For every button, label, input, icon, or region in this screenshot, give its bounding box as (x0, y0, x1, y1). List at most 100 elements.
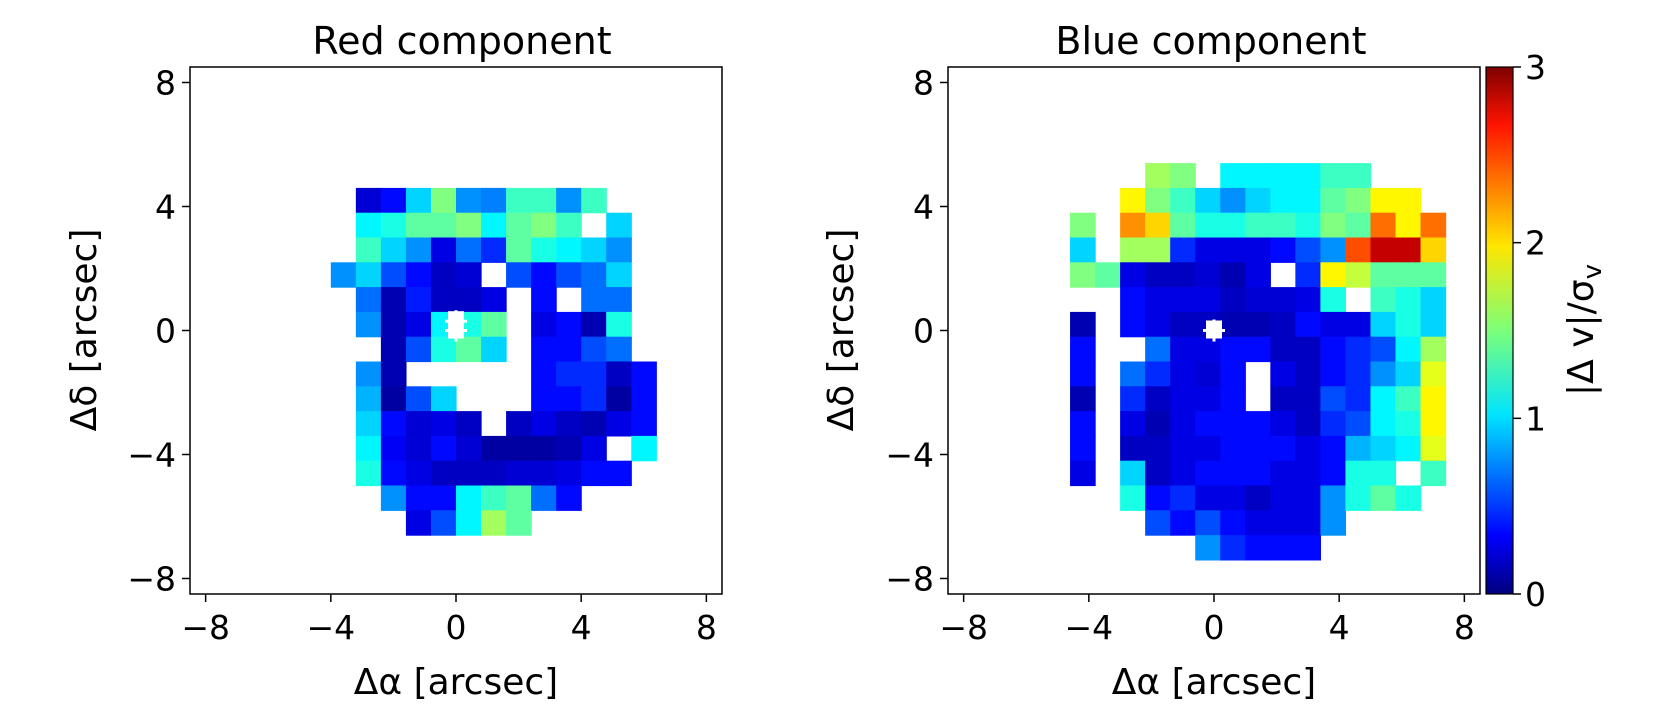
heatmap-cell (1220, 361, 1246, 387)
heatmap-cell (1145, 287, 1171, 313)
heatmap-cell (1145, 237, 1171, 263)
heatmap-cell (1370, 435, 1397, 462)
heatmap-cell (355, 287, 382, 313)
heatmap-cell (1420, 411, 1447, 437)
heatmap-cell (581, 237, 607, 263)
y-tick-label: 8 (913, 64, 934, 103)
heatmap-cell (481, 212, 507, 239)
heatmap-cell (506, 187, 532, 214)
heatmap-cell (1370, 212, 1397, 239)
colorbar-label: |Δ v|/σv (1561, 264, 1608, 396)
heatmap-cell (506, 212, 532, 239)
colorbar-label-main: |Δ v|/σ (1561, 279, 1602, 396)
heatmap-cell (1320, 262, 1347, 288)
heatmap-cell (380, 485, 407, 511)
heatmap-cell (481, 435, 507, 462)
heatmap-cell (1170, 361, 1196, 387)
heatmap-cell (1245, 163, 1271, 189)
heatmap-cell (556, 336, 582, 363)
heatmap-cell (1270, 435, 1296, 462)
heatmap-cell (1345, 336, 1372, 363)
heatmap-cell (531, 361, 557, 387)
heatmap-cell (1170, 237, 1196, 263)
heatmap-cell (1245, 187, 1271, 214)
heatmap-cell (430, 460, 457, 487)
heatmap-cell (1270, 510, 1296, 536)
heatmap-cell (1395, 212, 1422, 239)
heatmap-cell (1320, 435, 1347, 462)
heatmap-cell (581, 336, 607, 363)
heatmap-cell (581, 187, 607, 214)
heatmap-cell (1345, 212, 1372, 239)
heatmap-cell (481, 287, 507, 313)
heatmap-cell (456, 460, 482, 487)
colorbar-gradient (1485, 66, 1514, 595)
heatmap-cell (1420, 361, 1447, 387)
heatmap-cell (355, 361, 382, 387)
heatmap-cell (1070, 386, 1096, 412)
heatmap-cell (1170, 435, 1196, 462)
heatmap-cell (1270, 287, 1296, 313)
heatmap-cell (1270, 212, 1296, 239)
heatmap-cell (506, 262, 532, 288)
y-axis-ticks: 8 4 0 −4 −8 (885, 64, 948, 599)
heatmap-cell (1245, 311, 1271, 338)
colorbar-ticks: 0 1 2 3 (1513, 48, 1546, 614)
heatmap-cell (1345, 411, 1372, 437)
panel-blue-component: Blue component −8 −4 0 4 8 8 4 0 −4 −8 Δα [arcse… (821, 19, 1481, 703)
heatmap-cell (1195, 510, 1221, 536)
heatmap-cell (1420, 336, 1447, 363)
heatmap-cell (1120, 287, 1146, 313)
heatmap-cell (1220, 212, 1246, 239)
heatmap-cell (1145, 386, 1171, 412)
marker-layer (1203, 319, 1225, 342)
heatmap-cell (606, 336, 632, 363)
heatmap-cell (430, 287, 457, 313)
heatmap-cell (1420, 287, 1447, 313)
heatmap-cell (606, 311, 632, 338)
heatmap-cell (456, 435, 482, 462)
heatmap-cell (556, 187, 582, 214)
heatmap-cell (430, 262, 457, 288)
heatmap-cell (1270, 485, 1296, 511)
heatmap-cell (1170, 510, 1196, 536)
heatmap-cell (556, 411, 582, 437)
heatmap-cell (1370, 411, 1397, 437)
heatmap-cell (1395, 187, 1422, 214)
heatmap-cell (531, 435, 557, 462)
heatmap-cell (1345, 237, 1372, 263)
heatmap-cell (430, 187, 457, 214)
heatmap-cell (1070, 361, 1096, 387)
heatmap-cell (531, 460, 557, 487)
heatmap-cell (531, 485, 557, 511)
heatmap-cell (1320, 485, 1347, 511)
heatmap-cell (1320, 510, 1347, 536)
heatmap-cell (1345, 262, 1372, 288)
heatmap-cell (531, 212, 557, 239)
heatmap-cell (456, 287, 482, 313)
heatmap-cell (1420, 460, 1447, 487)
y-tick-label: 4 (913, 188, 934, 227)
heatmap-cell (1120, 212, 1146, 239)
heatmap-cell (405, 237, 432, 263)
heatmap-cell (506, 237, 532, 263)
heatmap-cell (1370, 460, 1397, 487)
heatmap-cell (481, 460, 507, 487)
heatmap-cell (606, 460, 632, 487)
center-cross-marker (445, 319, 467, 342)
heatmap-cell (531, 187, 557, 214)
y-tick-label: −8 (127, 560, 176, 599)
heatmap-cell (1145, 361, 1171, 387)
heatmap-cell (355, 460, 382, 487)
y-tick-label: 4 (155, 188, 176, 227)
heatmap-cell (1195, 460, 1221, 487)
heatmap-cell (581, 262, 607, 288)
heatmap-cell (1295, 386, 1321, 412)
heatmap-cell (456, 262, 482, 288)
heatmap-cell (556, 361, 582, 387)
heatmap-cell (1295, 287, 1321, 313)
x-tick-label: −4 (306, 608, 355, 647)
heatmap-cell (1320, 361, 1347, 387)
heatmap-cell (1195, 237, 1221, 263)
heatmap-cells (1070, 163, 1447, 561)
